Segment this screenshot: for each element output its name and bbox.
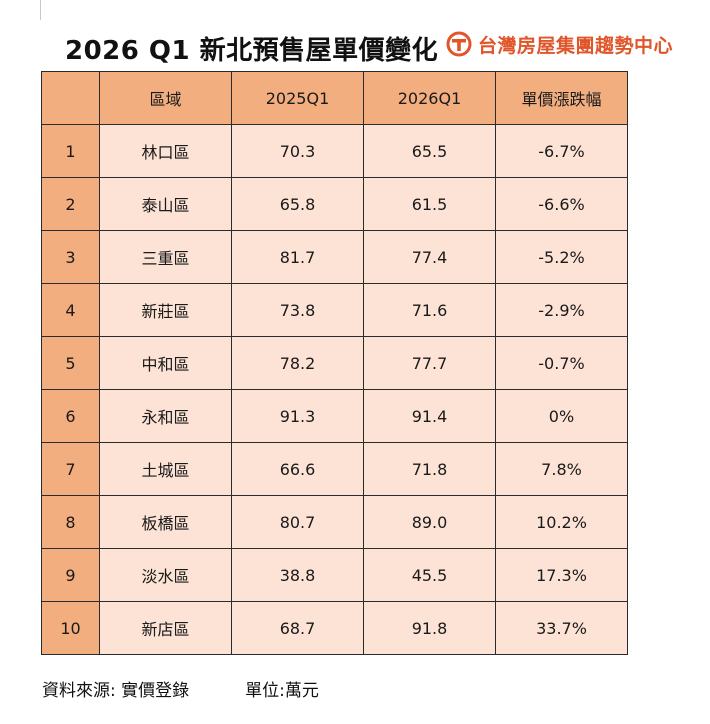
- change-cell: -0.7%: [495, 336, 628, 390]
- change-cell: 10.2%: [495, 495, 628, 549]
- footer-note: 資料來源: 實價登錄 單位:萬元: [42, 676, 319, 701]
- header-district: 區域: [99, 71, 232, 125]
- row-index: 9: [41, 548, 100, 602]
- district-cell: 板橋區: [99, 495, 232, 549]
- price-2026q1-cell: 91.4: [363, 389, 496, 443]
- price-change-table: 區域 2025Q1 2026Q1 單價漲跌幅 1 林口區 70.3 65.5 -6.7%…: [41, 71, 628, 655]
- price-2025q1-cell: 38.8: [231, 548, 364, 602]
- district-cell: 三重區: [99, 230, 232, 284]
- table-row: 5 中和區 78.2 77.7 -0.7%: [41, 336, 628, 390]
- row-index: 4: [41, 283, 100, 337]
- row-index: 7: [41, 442, 100, 496]
- price-2026q1-cell: 71.8: [363, 442, 496, 496]
- price-2026q1-cell: 77.7: [363, 336, 496, 390]
- district-cell: 林口區: [99, 124, 232, 178]
- price-2025q1-cell: 70.3: [231, 124, 364, 178]
- page-title: 2026 Q1 新北預售屋單價變化: [65, 36, 439, 66]
- header-2025q1: 2025Q1: [231, 71, 364, 125]
- price-2025q1-cell: 68.7: [231, 601, 364, 655]
- table-row: 1 林口區 70.3 65.5 -6.7%: [41, 124, 628, 178]
- table-row: 8 板橋區 80.7 89.0 10.2%: [41, 495, 628, 549]
- table-row: 9 淡水區 38.8 45.5 17.3%: [41, 548, 628, 602]
- price-2026q1-cell: 91.8: [363, 601, 496, 655]
- table-row: 10 新店區 68.7 91.8 33.7%: [41, 601, 628, 655]
- brand-header: 台灣房屋集團趨勢中心: [446, 30, 673, 58]
- change-cell: -5.2%: [495, 230, 628, 284]
- table-row: 6 永和區 91.3 91.4 0%: [41, 389, 628, 443]
- header-index: [41, 71, 100, 125]
- row-index: 5: [41, 336, 100, 390]
- price-2026q1-cell: 65.5: [363, 124, 496, 178]
- change-cell: 17.3%: [495, 548, 628, 602]
- brand-name: 台灣房屋集團趨勢中心: [478, 34, 674, 57]
- price-2025q1-cell: 78.2: [231, 336, 364, 390]
- header-change: 單價漲跌幅: [495, 71, 628, 125]
- row-index: 10: [41, 601, 100, 655]
- price-2026q1-cell: 77.4: [363, 230, 496, 284]
- district-cell: 淡水區: [99, 548, 232, 602]
- row-index: 8: [41, 495, 100, 549]
- taiwan-realty-logo-icon: [446, 31, 472, 57]
- price-2025q1-cell: 81.7: [231, 230, 364, 284]
- price-2025q1-cell: 91.3: [231, 389, 364, 443]
- table-row: 2 泰山區 65.8 61.5 -6.6%: [41, 177, 628, 231]
- district-cell: 新店區: [99, 601, 232, 655]
- change-cell: 0%: [495, 389, 628, 443]
- change-cell: -6.7%: [495, 124, 628, 178]
- district-cell: 新莊區: [99, 283, 232, 337]
- row-index: 2: [41, 177, 100, 231]
- table-row: 7 土城區 66.6 71.8 7.8%: [41, 442, 628, 496]
- row-index: 3: [41, 230, 100, 284]
- district-cell: 中和區: [99, 336, 232, 390]
- district-cell: 泰山區: [99, 177, 232, 231]
- table-header-row: 區域 2025Q1 2026Q1 單價漲跌幅: [41, 71, 628, 125]
- district-cell: 永和區: [99, 389, 232, 443]
- data-source: 資料來源: 實價登錄: [42, 681, 190, 701]
- page-edge-rule: [40, 0, 41, 20]
- row-index: 6: [41, 389, 100, 443]
- table-row: 4 新莊區 73.8 71.6 -2.9%: [41, 283, 628, 337]
- header-2026q1: 2026Q1: [363, 71, 496, 125]
- change-cell: -2.9%: [495, 283, 628, 337]
- change-cell: 33.7%: [495, 601, 628, 655]
- change-cell: -6.6%: [495, 177, 628, 231]
- change-cell: 7.8%: [495, 442, 628, 496]
- row-index: 1: [41, 124, 100, 178]
- price-2026q1-cell: 61.5: [363, 177, 496, 231]
- table-row: 3 三重區 81.7 77.4 -5.2%: [41, 230, 628, 284]
- unit-label: 單位:萬元: [245, 681, 319, 701]
- price-2025q1-cell: 80.7: [231, 495, 364, 549]
- district-cell: 土城區: [99, 442, 232, 496]
- price-2026q1-cell: 71.6: [363, 283, 496, 337]
- price-2026q1-cell: 45.5: [363, 548, 496, 602]
- price-2025q1-cell: 73.8: [231, 283, 364, 337]
- price-2026q1-cell: 89.0: [363, 495, 496, 549]
- price-2025q1-cell: 66.6: [231, 442, 364, 496]
- price-2025q1-cell: 65.8: [231, 177, 364, 231]
